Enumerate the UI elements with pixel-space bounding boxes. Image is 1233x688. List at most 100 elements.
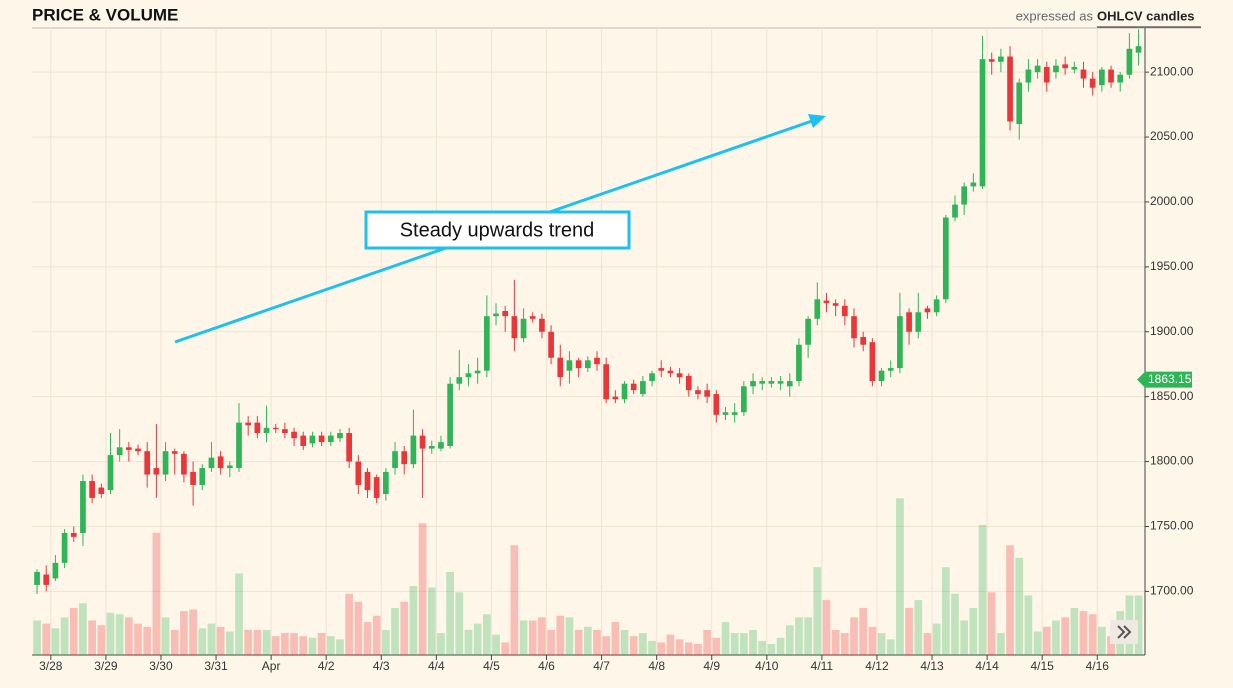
candle-body [245,422,252,426]
volume-bar [216,626,225,655]
candle-body [933,299,940,313]
candle-body [878,370,885,382]
volume-bar [703,629,711,655]
volume-bar [363,622,372,655]
volume-bar [400,601,409,655]
volume-bar [427,587,436,655]
volume-bar [767,644,776,655]
candle-body [1016,82,1023,125]
volume-bar [308,637,317,655]
candle-body [1135,46,1142,53]
volume-bar [180,611,188,655]
volume-bar [519,620,528,655]
candle-body [566,360,573,371]
volume-bar [978,524,987,655]
volume-bar [326,636,335,655]
volume-bar [60,617,69,655]
volume-bar [79,603,87,655]
y-tick-label: 2100.00 [1150,64,1194,78]
candle-body [135,448,141,452]
volume-bar [850,617,858,655]
candle-body [841,305,848,317]
volume-bar [730,633,739,655]
candle-body [70,532,77,537]
volume-bar [905,607,913,655]
candle-body [98,487,105,495]
candle-body [823,300,830,304]
volume-bar [235,573,243,655]
candle-body [924,308,931,313]
volume-bar [620,629,629,655]
candle-body [502,310,509,317]
y-tick-label: 1750.00 [1150,519,1194,533]
candle-body [1062,64,1068,69]
volume-bar [840,633,849,655]
volume-bar [721,622,730,655]
candle-body [282,429,288,434]
candle-body [272,427,279,430]
volume-bar [299,636,308,655]
candle-body [373,477,380,498]
volume-bar [409,586,418,655]
volume-bar [336,639,344,655]
y-tick-label: 1900.00 [1150,324,1194,338]
volume-bar [161,617,170,655]
candle-body [355,461,362,485]
candle-body [796,344,802,382]
mode-selector[interactable]: OHLCV candles [1097,8,1195,23]
y-tick-label: 2000.00 [1150,194,1194,208]
candle-body [1099,69,1105,86]
scroll-button[interactable] [1110,620,1138,644]
volume-bar [639,633,647,655]
volume-bar [923,633,932,655]
x-tick-label: 4/9 [703,659,720,673]
candle-body [89,481,95,498]
candle-body [392,451,398,469]
candle-body [226,465,233,469]
candle-body [208,457,215,469]
y-tick-label: 1700.00 [1150,584,1194,598]
candle-body [144,451,151,475]
x-tick-label: 4/7 [593,659,610,673]
candle-body [327,435,334,443]
candle-body [61,532,68,563]
annotation: Steady upwards trend [174,114,826,344]
candle-body [906,312,912,332]
candle-body [805,318,811,345]
candle-body [364,471,371,491]
candle-body [190,471,196,485]
candle-body [630,383,637,391]
x-tick-label: 3/31 [204,659,228,673]
x-tick-label: 3/28 [39,659,63,673]
volume-bar [538,617,546,655]
x-tick-label: 4/3 [373,659,390,673]
volume-bar [565,617,574,655]
candle-body [640,381,646,395]
volume-bar [189,609,197,655]
x-tick-label: 3/29 [94,659,118,673]
last-price-tag [1137,371,1192,388]
volume-bar [446,571,454,655]
volume-bar [473,623,482,655]
candle-body [1043,66,1050,83]
volume-bar [749,629,757,655]
candle-body [970,182,977,187]
volume-bar [134,623,142,655]
volume-bar [354,601,363,655]
volume-bar [1006,545,1014,655]
candle-body [731,412,738,415]
candle-body [346,433,352,462]
volume-bar [960,620,969,655]
volume-bar [1134,595,1143,655]
candle-body [695,390,701,395]
candle-body [777,381,784,384]
y-tick-label: 2050.00 [1150,129,1194,143]
volume-bar [464,629,473,655]
candle-body [952,204,958,218]
candle-body [1089,78,1096,88]
x-tick-label: 4/15 [1031,659,1055,673]
scroll-icon[interactable] [1117,625,1132,639]
volume-bar [859,607,868,655]
annotation-text: Steady upwards trend [400,219,595,241]
chart-title: PRICE & VOLUME [32,5,178,24]
